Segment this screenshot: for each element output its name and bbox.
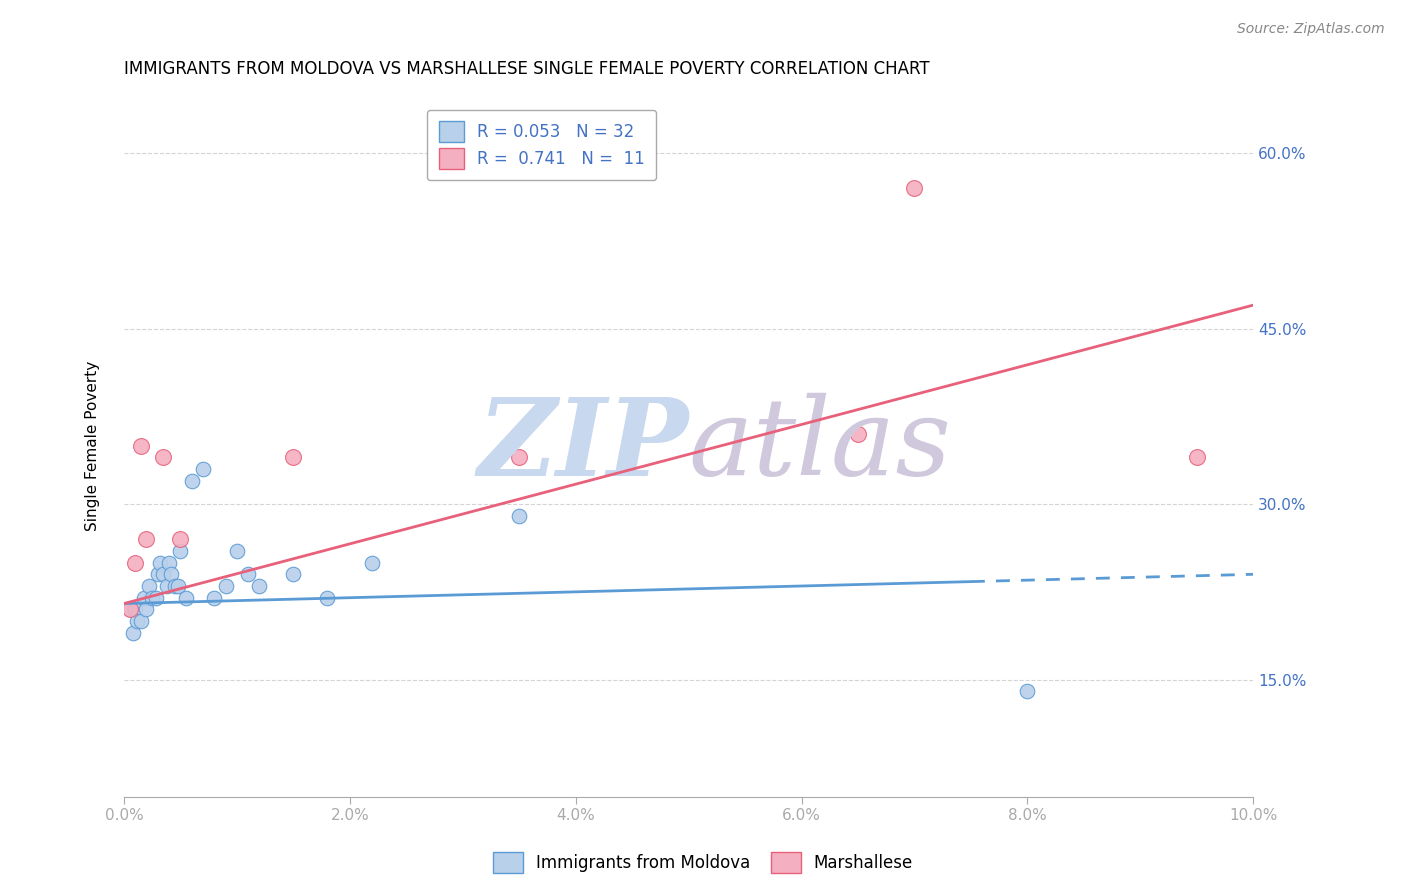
Point bbox=[149, 556, 172, 570]
Point bbox=[283, 567, 305, 582]
Text: ZIP: ZIP bbox=[477, 392, 689, 499]
Point bbox=[167, 579, 190, 593]
Point bbox=[157, 556, 180, 570]
Point bbox=[163, 579, 186, 593]
Point bbox=[846, 426, 869, 441]
Legend: Immigrants from Moldova, Marshallese: Immigrants from Moldova, Marshallese bbox=[486, 846, 920, 880]
Point bbox=[118, 602, 141, 616]
Point bbox=[160, 567, 183, 582]
Point bbox=[249, 579, 271, 593]
Point bbox=[169, 544, 191, 558]
Point bbox=[903, 181, 925, 195]
Point bbox=[124, 556, 146, 570]
Point bbox=[141, 591, 163, 605]
Legend: R = 0.053   N = 32, R =  0.741   N =  11: R = 0.053 N = 32, R = 0.741 N = 11 bbox=[427, 110, 657, 180]
Point bbox=[135, 532, 157, 546]
Point bbox=[138, 579, 160, 593]
Point bbox=[118, 602, 141, 616]
Text: IMMIGRANTS FROM MOLDOVA VS MARSHALLESE SINGLE FEMALE POVERTY CORRELATION CHART: IMMIGRANTS FROM MOLDOVA VS MARSHALLESE S… bbox=[124, 60, 929, 78]
Point bbox=[152, 567, 174, 582]
Point bbox=[134, 591, 156, 605]
Point bbox=[1017, 684, 1039, 698]
Point bbox=[236, 567, 259, 582]
Point bbox=[129, 614, 152, 628]
Text: atlas: atlas bbox=[689, 393, 952, 498]
Point bbox=[202, 591, 225, 605]
Point bbox=[129, 438, 152, 452]
Point bbox=[225, 544, 247, 558]
Point bbox=[508, 450, 530, 465]
Point bbox=[180, 474, 202, 488]
Point bbox=[146, 567, 169, 582]
Text: Source: ZipAtlas.com: Source: ZipAtlas.com bbox=[1237, 22, 1385, 37]
Point bbox=[508, 508, 530, 523]
Point bbox=[316, 591, 339, 605]
Point bbox=[191, 462, 214, 476]
Point bbox=[169, 532, 191, 546]
Point bbox=[361, 556, 384, 570]
Point bbox=[135, 602, 157, 616]
Point bbox=[152, 450, 174, 465]
Point bbox=[1185, 450, 1208, 465]
Point bbox=[122, 625, 145, 640]
Point bbox=[156, 579, 179, 593]
Point bbox=[214, 579, 236, 593]
Point bbox=[174, 591, 197, 605]
Point bbox=[145, 591, 167, 605]
Y-axis label: Single Female Poverty: Single Female Poverty bbox=[86, 360, 100, 531]
Point bbox=[127, 614, 149, 628]
Point bbox=[283, 450, 305, 465]
Point bbox=[124, 602, 146, 616]
